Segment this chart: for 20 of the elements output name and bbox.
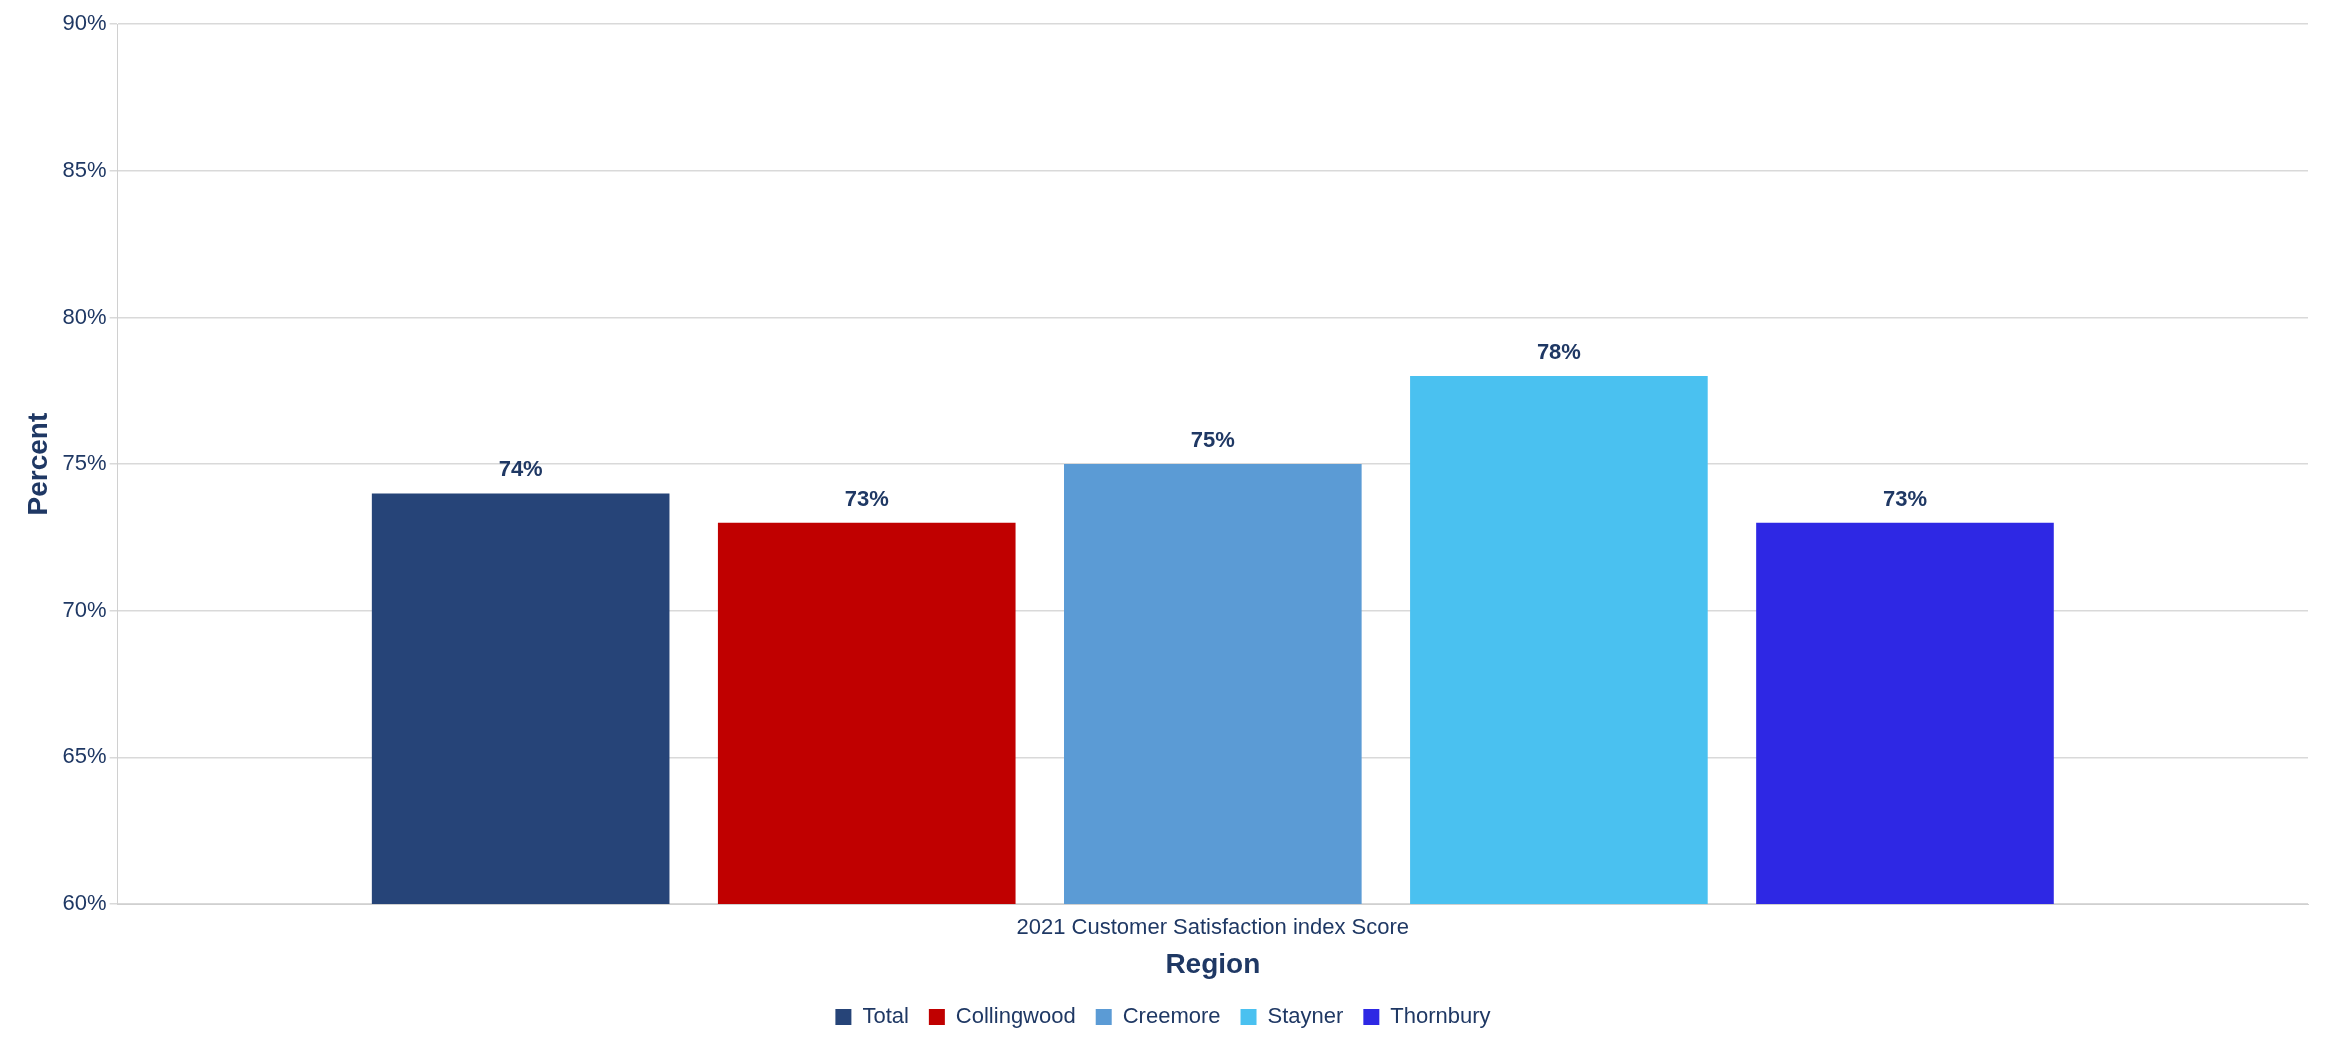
data-label: 78% [1536,339,1581,365]
legend-label: Total [862,1003,909,1029]
legend-label: Thornbury [1390,1003,1491,1029]
x-axis-title: Region [1165,947,1261,979]
y-tick-label: 90% [62,10,107,36]
y-tick-label: 60% [62,890,107,916]
y-tick-label: 70% [62,596,107,622]
y-tick-label: 75% [62,450,107,476]
data-label: 73% [1882,485,1927,511]
data-label: 75% [1190,427,1235,453]
legend-label: Creemore [1122,1003,1221,1029]
y-tick-label: 80% [62,303,107,329]
y-tick-label: 85% [62,156,107,182]
data-label: 74% [498,456,543,482]
y-tick-label: 65% [62,743,107,769]
data-label: 73% [844,485,889,511]
x-tick-label: 2021 Customer Satisfaction index Score [1016,914,1410,940]
y-axis-title: Percent [21,412,53,516]
legend-label: Collingwood [955,1003,1076,1029]
legend-label: Stayner [1267,1003,1344,1029]
